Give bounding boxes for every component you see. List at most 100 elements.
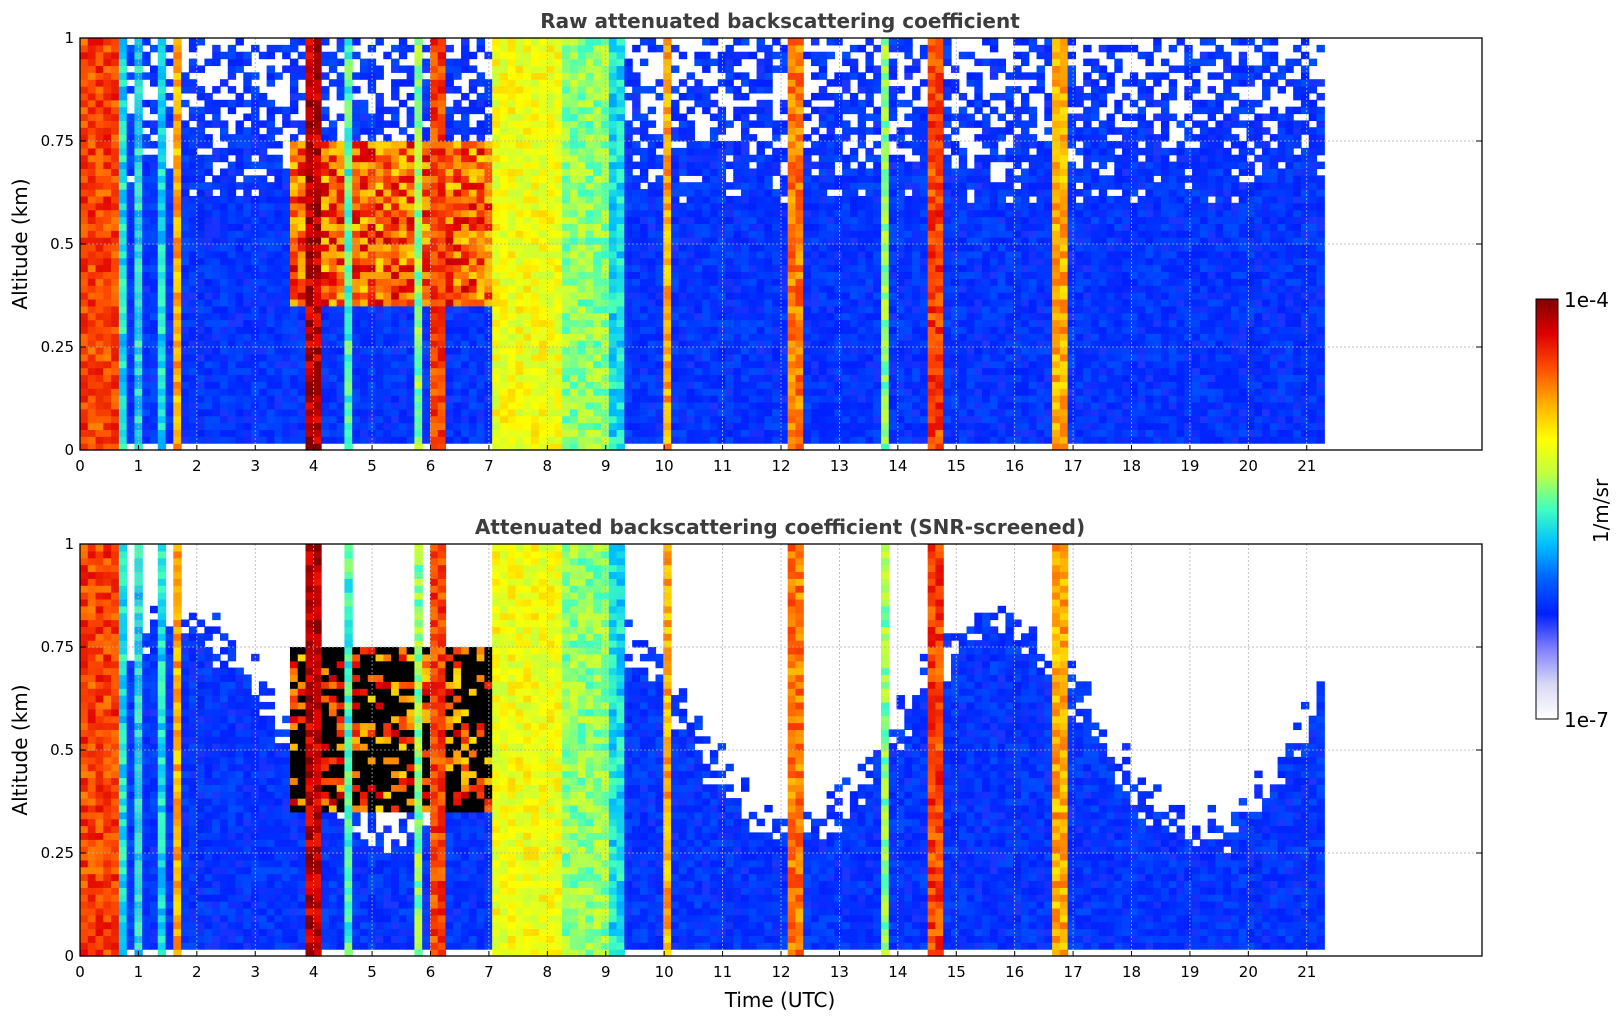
heatmap-cell [678, 264, 688, 273]
heatmap-cell [678, 360, 688, 369]
heatmap-cell [601, 298, 610, 307]
heatmap-cell [733, 230, 742, 238]
heatmap-cell [523, 209, 532, 218]
heatmap-cell [313, 154, 322, 163]
heatmap-cell [655, 202, 664, 211]
heatmap-cell [352, 436, 361, 444]
heatmap-cell [258, 237, 268, 245]
heatmap-cell [336, 319, 346, 327]
heatmap-cell [445, 154, 454, 163]
heatmap-cell [429, 141, 439, 149]
heatmap-cell [476, 360, 485, 369]
heatmap-cell [87, 271, 97, 279]
heatmap-cell [227, 141, 237, 149]
heatmap-cell [647, 367, 657, 376]
heatmap-cell [429, 223, 439, 231]
heatmap-cell [87, 298, 97, 307]
heatmap-cell [173, 292, 182, 300]
heatmap-cell [733, 257, 742, 266]
heatmap-cell [694, 86, 703, 94]
heatmap-cell [173, 436, 182, 444]
heatmap-cell [181, 340, 190, 348]
heatmap-cell [756, 264, 765, 273]
heatmap-cell [733, 292, 742, 300]
heatmap-cell [383, 374, 392, 382]
heatmap-cell [717, 106, 727, 115]
heatmap-cell [142, 326, 151, 334]
heatmap-cell [297, 353, 307, 362]
heatmap-cell [235, 134, 244, 142]
heatmap-cell [235, 99, 244, 108]
heatmap-cell [219, 189, 229, 197]
heatmap-cell [476, 381, 485, 389]
heatmap-cell [764, 65, 773, 73]
heatmap-cell [383, 388, 392, 396]
heatmap-cell [779, 436, 789, 444]
heatmap-cell [779, 182, 789, 190]
heatmap-cell [678, 408, 688, 417]
heatmap-cell [468, 237, 478, 245]
heatmap-cell [655, 244, 664, 252]
heatmap-cell [375, 298, 384, 307]
heatmap-cell [639, 353, 649, 362]
heatmap-cell [359, 195, 369, 204]
heatmap-cell [593, 223, 602, 231]
heatmap-cell [297, 415, 307, 424]
heatmap-cell [461, 65, 470, 73]
heatmap-cell [344, 120, 353, 128]
heatmap-cell [585, 44, 594, 53]
heatmap-cell [453, 216, 462, 224]
heatmap-cell [678, 250, 688, 259]
heatmap-cell [523, 312, 532, 321]
heatmap-cell [492, 436, 501, 444]
heatmap-cell [429, 244, 439, 252]
heatmap-cell [391, 408, 400, 417]
heatmap-cell [328, 223, 338, 231]
heatmap-cell [686, 168, 695, 176]
heatmap-cell [103, 401, 112, 410]
heatmap-cell [375, 326, 384, 334]
heatmap-cell [639, 127, 649, 135]
heatmap-cell [165, 175, 174, 183]
heatmap-cell [289, 141, 299, 149]
heatmap-cell [391, 106, 400, 115]
heatmap-cell [398, 127, 408, 135]
heatmap-cell [577, 209, 587, 218]
heatmap-cell [515, 161, 524, 170]
heatmap-cell [142, 340, 151, 348]
heatmap-cell [624, 154, 633, 163]
heatmap-cell [476, 415, 485, 424]
heatmap-cell [173, 429, 182, 437]
heatmap-cell [173, 381, 182, 389]
heatmap-cell [352, 285, 361, 293]
heatmap-cell [165, 182, 174, 190]
heatmap-cell [212, 278, 221, 286]
heatmap-cell [227, 168, 237, 176]
heatmap-cell [95, 278, 104, 286]
heatmap-cell [181, 168, 190, 176]
heatmap-cell [663, 65, 672, 73]
heatmap-cell [437, 319, 447, 327]
heatmap-cell [492, 51, 501, 60]
heatmap-cell [499, 230, 509, 238]
heatmap-cell [717, 271, 727, 279]
heatmap-cell [787, 367, 797, 376]
heatmap-cell [492, 360, 501, 369]
heatmap-cell [429, 408, 439, 417]
heatmap-cell [678, 209, 688, 218]
heatmap-cell [118, 388, 128, 396]
heatmap-cell [453, 257, 462, 266]
heatmap-cell [585, 189, 594, 197]
heatmap-cell [87, 127, 97, 135]
heatmap-cell [437, 113, 447, 121]
heatmap-cell [608, 305, 618, 314]
heatmap-cell [429, 209, 439, 218]
heatmap-cell [554, 271, 563, 279]
heatmap-cell [733, 161, 742, 170]
heatmap-cell [624, 223, 633, 231]
heatmap-cell [686, 415, 695, 424]
heatmap-cell [344, 250, 353, 259]
heatmap-cell [655, 353, 664, 362]
heatmap-cell [624, 401, 633, 410]
heatmap-cell [359, 333, 369, 341]
